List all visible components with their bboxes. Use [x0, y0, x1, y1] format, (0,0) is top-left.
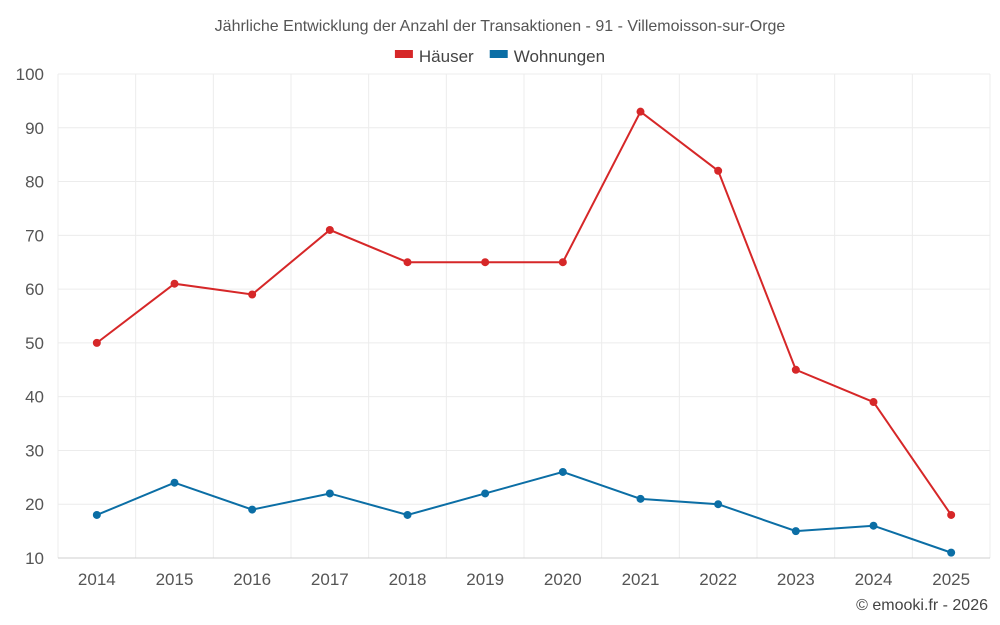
data-point[interactable]: [558, 258, 567, 267]
data-point[interactable]: [92, 338, 101, 347]
legend-swatch: [489, 50, 508, 58]
data-point[interactable]: [791, 527, 800, 536]
data-point[interactable]: [92, 510, 101, 519]
y-tick-label: 40: [25, 388, 44, 407]
series: [92, 107, 956, 557]
data-point[interactable]: [947, 510, 956, 519]
x-tick-label: 2018: [389, 570, 427, 589]
x-tick-label: 2023: [777, 570, 815, 589]
y-axis: 10 20 30 40 50 60 70 80 90 100: [16, 65, 44, 568]
data-point[interactable]: [714, 500, 723, 509]
chart-title: Jährliche Entwicklung der Anzahl der Tra…: [215, 18, 786, 35]
series-line-haeuser: [96, 110, 952, 516]
x-tick-label: 2021: [622, 570, 660, 589]
data-point[interactable]: [325, 489, 334, 498]
data-point[interactable]: [636, 107, 645, 116]
data-point[interactable]: [481, 258, 490, 267]
data-point[interactable]: [714, 166, 723, 175]
y-tick-label: 10: [25, 549, 44, 568]
data-point[interactable]: [170, 478, 179, 487]
y-tick-label: 60: [25, 280, 44, 299]
data-point[interactable]: [248, 505, 257, 514]
legend-label: Wohnungen: [514, 47, 605, 66]
y-tick-label: 80: [25, 173, 44, 192]
legend-item[interactable]: Häuser: [394, 47, 474, 66]
x-tick-label: 2015: [156, 570, 194, 589]
y-tick-label: 50: [25, 334, 44, 353]
data-point[interactable]: [403, 258, 412, 267]
y-tick-label: 90: [25, 119, 44, 138]
data-point[interactable]: [791, 365, 800, 374]
data-point[interactable]: [248, 290, 257, 299]
legend: Häuser Wohnungen: [394, 47, 605, 66]
data-point[interactable]: [558, 467, 567, 476]
x-tick-label: 2022: [699, 570, 737, 589]
legend-label: Häuser: [419, 47, 474, 66]
series-line-wohnungen: [96, 470, 952, 554]
data-point[interactable]: [869, 521, 878, 530]
legend-item[interactable]: Wohnungen: [489, 47, 605, 66]
y-tick-label: 30: [25, 441, 44, 460]
x-tick-label: 2014: [78, 570, 116, 589]
x-tick-label: 2019: [466, 570, 504, 589]
y-tick-label: 20: [25, 495, 44, 514]
y-tick-label: 100: [16, 65, 44, 84]
x-tick-label: 2025: [932, 570, 970, 589]
x-tick-label: 2024: [855, 570, 893, 589]
x-tick-label: 2016: [233, 570, 271, 589]
data-point[interactable]: [947, 548, 956, 557]
data-point[interactable]: [481, 489, 490, 498]
y-tick-label: 70: [25, 226, 44, 245]
data-point[interactable]: [403, 510, 412, 519]
legend-swatch: [394, 50, 413, 58]
data-point[interactable]: [170, 279, 179, 288]
x-tick-label: 2020: [544, 570, 582, 589]
x-tick-label: 2017: [311, 570, 349, 589]
x-axis: 2014 2015 2016 2017 2018 2019 2020 2021 2022 2023…: [78, 570, 970, 589]
data-point[interactable]: [636, 494, 645, 503]
credit-text: © emooki.fr - 2026: [856, 597, 988, 614]
data-point[interactable]: [325, 225, 334, 234]
data-point[interactable]: [869, 398, 878, 407]
grid: [57, 73, 991, 559]
